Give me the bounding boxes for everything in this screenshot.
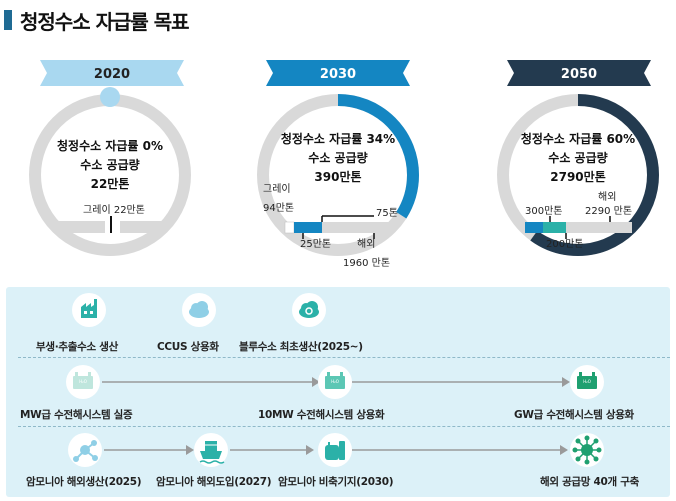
molecule-icon (68, 433, 102, 467)
electrolyzer-icon: H₂O (570, 365, 604, 399)
target-2050: 2050 청정수소 자급률 60% 수소 공급량 2790만톤 해외 2290 … (497, 60, 659, 256)
roadmap-panel: 부생·추출수소 생산 CCUS 상용화 블루수소 최초생산(2025~) H₂O… (6, 287, 670, 497)
roadmap-item-label: 암모니아 해외생산(2025) (26, 476, 142, 488)
year-banner-2030 (266, 60, 410, 86)
row-divider (18, 426, 670, 427)
supply-value-2030: 390만톤 (314, 169, 361, 184)
year-banner-2050 (507, 60, 651, 86)
roadmap-item-label: 블루수소 최초생산(2025~) (239, 341, 363, 353)
supply-value-2020: 22만톤 (91, 176, 130, 191)
overseas-label-2030: 해외 (357, 237, 375, 250)
grey-bar-left-2020 (55, 221, 105, 233)
roadmap-item-label: 해외 공급망 40개 구축 (540, 476, 639, 488)
overseas-value-2030: 1960 만톤 (343, 257, 390, 269)
grey-label-2030: 그레이 (263, 183, 291, 195)
ratio-ring-progress-2030 (257, 94, 419, 256)
roadmap-item-label: 암모니아 해외도입(2027) (156, 476, 272, 488)
cloud-icon (182, 293, 216, 327)
ratio-label-2030: 청정수소 자급률 34% (281, 131, 395, 146)
roadmap-item-label: 10MW 수전해시스템 상용화 (258, 409, 385, 421)
ratio-label-2020: 청정수소 자급률 0% (57, 138, 163, 153)
blue-bar-2050 (525, 222, 543, 233)
supply-label-2020: 수소 공급량 (80, 158, 139, 172)
roadmap-item-label: 부생·추출수소 생산 (36, 341, 118, 353)
green-value-2050: 200만톤 (546, 238, 584, 250)
target-2020: 2020 청정수소 자급률 0% 수소 공급량 22만톤 그레이 22만톤 (29, 60, 191, 256)
year-banner-2020 (40, 60, 184, 86)
ammonia-arrows (104, 445, 568, 455)
electrolyzer-arrows (102, 377, 570, 387)
overseas-bar-2030 (322, 222, 392, 233)
factory-icon (72, 293, 106, 327)
green-bar-2050 (543, 222, 566, 233)
grey-label-2020: 그레이 22만톤 (83, 204, 145, 216)
cloud-recycle-icon (292, 293, 326, 327)
svg-text:H₂O: H₂O (583, 379, 591, 384)
grey-bar-2030 (284, 221, 295, 234)
title-accent-bar (4, 10, 12, 30)
ship-icon (194, 433, 228, 467)
blue-bar-2030 (294, 222, 322, 233)
roadmap-item-label: CCUS 상용화 (157, 341, 219, 353)
blue-value-2030: 25만톤 (300, 238, 331, 250)
supply-label-2030: 수소 공급량 (308, 151, 367, 165)
storage-tank-icon (318, 433, 352, 467)
svg-text:H₂O: H₂O (79, 379, 87, 384)
ring-start-dot-2020 (100, 87, 120, 107)
grey-value-2030: 94만톤 (263, 202, 294, 214)
green-value-2030: 75톤 (376, 207, 398, 219)
year-label-2030: 2030 (320, 67, 356, 82)
grey-bar-right-2020 (120, 221, 165, 233)
row-divider (18, 357, 670, 358)
targets-graphic: 2020 청정수소 자급률 0% 수소 공급량 22만톤 그레이 22만톤 20… (29, 60, 659, 269)
roadmap-item-label: GW급 수전해시스템 상용화 (514, 409, 634, 421)
network-icon (570, 433, 604, 467)
svg-text:H₂O: H₂O (331, 379, 339, 384)
year-label-2050: 2050 (561, 67, 597, 82)
overseas-label-2050: 해외 (598, 190, 616, 203)
year-label-2020: 2020 (94, 67, 130, 82)
page-title: 청정수소 자급률 목표 (20, 10, 190, 34)
roadmap-item-label: MW급 수전해시스템 실증 (20, 409, 133, 421)
roadmap-item-label: 암모니아 비축기지(2030) (278, 476, 394, 488)
overseas-bar-2050 (566, 222, 632, 233)
supply-value-2050: 2790만톤 (550, 169, 605, 184)
overseas-value-2050: 2290 만톤 (585, 205, 632, 217)
target-2030: 2030 청정수소 자급률 34% 수소 공급량 390만톤 그레이 94만톤 … (257, 60, 419, 269)
ratio-label-2050: 청정수소 자급률 60% (521, 131, 635, 146)
ratio-ring-progress-2050 (497, 94, 659, 256)
blue-value-2050: 300만톤 (525, 205, 563, 217)
supply-label-2050: 수소 공급량 (548, 151, 607, 165)
electrolyzer-icon: H₂O (66, 365, 100, 399)
electrolyzer-icon: H₂O (318, 365, 352, 399)
